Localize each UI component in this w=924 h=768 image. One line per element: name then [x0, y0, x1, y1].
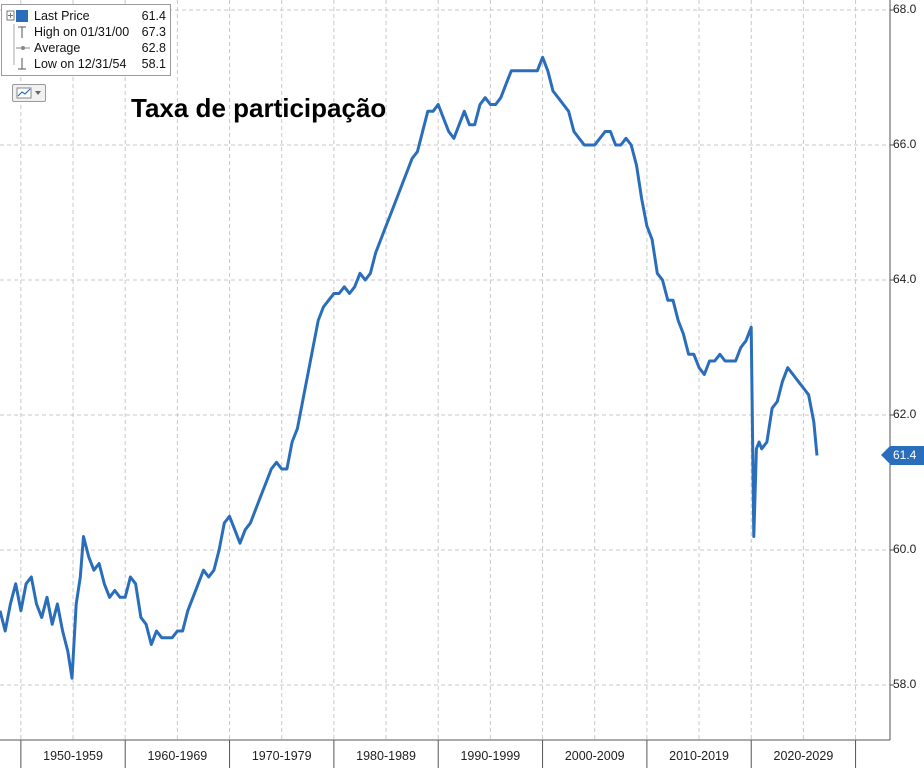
x-tick-label: 1980-1989	[356, 749, 416, 763]
y-tick-label: 68.0	[893, 2, 917, 16]
x-tick-label: 2020-2029	[773, 749, 834, 763]
x-tick-label: 1960-1969	[147, 749, 208, 763]
x-tick-label: 1970-1979	[251, 749, 312, 763]
axis-layer	[0, 0, 894, 768]
chevron-down-icon	[35, 91, 41, 95]
y-tick-label: 58.0	[893, 677, 917, 691]
grid-layer	[0, 0, 890, 740]
legend-row-last-price[interactable]: Last Price 61.4	[2, 8, 170, 24]
legend-label: Average	[34, 41, 81, 55]
x-tick-label: 2000-2009	[564, 749, 625, 763]
legend-row-high[interactable]: High on 01/31/00 67.3	[2, 24, 170, 40]
x-tick-label: 1990-1999	[460, 749, 521, 763]
chart-title: Taxa de participação	[131, 93, 387, 123]
last-price-icon	[6, 10, 28, 22]
legend-value: 62.8	[141, 41, 166, 55]
x-tick-label: 2010-2019	[669, 749, 729, 763]
high-marker-icon	[13, 24, 26, 40]
chart-type-button[interactable]	[12, 84, 46, 102]
legend-row-average[interactable]: Average 62.8	[2, 40, 170, 56]
y-tick-label: 62.0	[893, 407, 917, 421]
legend-label: High on 01/31/00	[34, 25, 130, 39]
legend-label: Low on 12/31/54	[34, 57, 127, 71]
series-line	[0, 55, 819, 680]
y-tick-label: 66.0	[893, 137, 917, 151]
average-marker-icon	[13, 40, 30, 56]
y-tick-label: 60.0	[893, 542, 917, 556]
y-tick-label: 64.0	[893, 272, 917, 286]
last-price-badge: 61.4	[881, 446, 924, 465]
x-tick-label: 1950-1959	[43, 749, 103, 763]
legend-box: Last Price 61.4 High on 01/31/00 67.3 Av…	[1, 4, 171, 76]
series-layer	[0, 55, 819, 680]
legend-value: 61.4	[141, 9, 166, 23]
legend-row-low[interactable]: Low on 12/31/54 58.1	[2, 56, 170, 72]
legend-label: Last Price	[34, 9, 90, 23]
legend-value: 58.1	[141, 57, 166, 71]
legend-value: 67.3	[141, 25, 166, 39]
line-chart-icon	[16, 87, 41, 99]
low-marker-icon	[13, 56, 26, 70]
